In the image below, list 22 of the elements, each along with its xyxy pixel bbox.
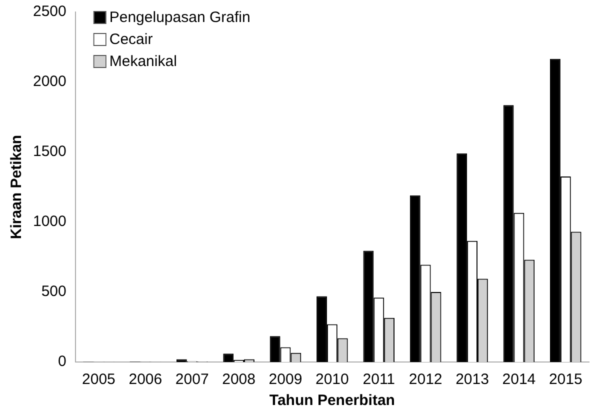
x-tick-label: 2009	[268, 371, 302, 388]
y-tick-label: 2000	[32, 73, 66, 90]
x-tick-label: 2012	[408, 371, 442, 388]
x-tick-label: 2006	[128, 371, 162, 388]
x-tick-label: 2014	[502, 371, 536, 388]
x-axis-title: Tahun Penerbitan	[269, 392, 395, 410]
legend-label: Pengelupasan Grafin	[109, 9, 250, 26]
y-tick-label: 1000	[32, 213, 66, 230]
x-tick-label: 2013	[456, 371, 489, 388]
y-tick-label: 1500	[32, 143, 66, 160]
legend-label: Mekanikal	[109, 53, 177, 70]
x-tick-label: 2011	[362, 371, 396, 388]
y-axis-title: Kiraan Petikan	[8, 134, 26, 240]
x-tick-label: 2007	[175, 371, 209, 388]
y-tick-label: 2500	[32, 3, 66, 20]
x-tick-label: 2015	[548, 371, 582, 388]
x-tick-label: 2005	[82, 371, 116, 388]
y-tick-label: 500	[41, 283, 66, 300]
x-tick-label: 2008	[222, 371, 256, 388]
legend-label: Cecair	[109, 31, 153, 48]
x-tick-label: 2010	[315, 371, 349, 388]
y-tick-label: 0	[58, 353, 66, 370]
